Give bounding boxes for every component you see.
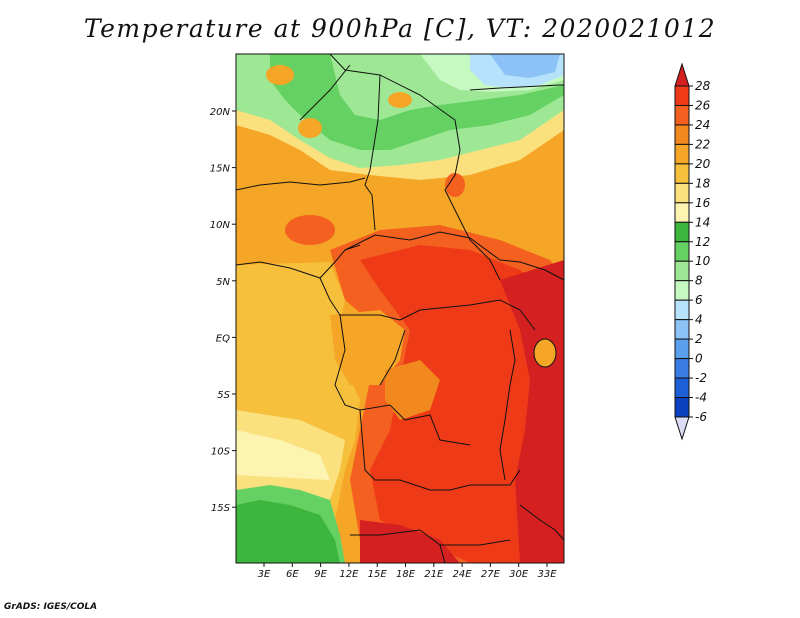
colorbar-label: 10 <box>695 254 711 268</box>
colorbar-label: 14 <box>695 215 710 229</box>
credit-text: GrADS: IGES/COLA <box>4 602 98 612</box>
colorbar-label: 28 <box>695 79 711 93</box>
colorbar-box <box>674 143 690 165</box>
lon-tick-label: 9E <box>314 569 327 580</box>
lat-tick-label: 10S <box>211 447 231 458</box>
colorbar-box <box>674 397 690 418</box>
lat-tick-label: 15N <box>210 164 231 175</box>
lat-tick-label: 5N <box>216 277 230 288</box>
colorbar-label: 0 <box>695 352 703 366</box>
lon-tick-label: 18E <box>396 569 416 580</box>
colorbar-box <box>674 377 690 399</box>
colorbar-box <box>674 202 690 223</box>
lon-tick-label: 15E <box>368 569 388 580</box>
colorbar-box <box>674 280 690 301</box>
colorbar-label: 16 <box>695 196 711 210</box>
lat-tick-label: 20N <box>210 107 231 118</box>
colorbar-box <box>674 221 690 243</box>
colorbar-box <box>674 241 690 262</box>
lon-tick-label: 3E <box>258 569 271 580</box>
latitude-axis: 20N 15N 10N 5N EQ 5S 10S 15S <box>210 107 236 514</box>
lon-tick-label: 12E <box>339 569 359 580</box>
colorbar-label: -6 <box>695 410 707 424</box>
lon-tick-label: 21E <box>424 569 444 580</box>
colorbar-box <box>674 104 690 126</box>
colorbar-label: 22 <box>695 137 710 151</box>
temperature-field <box>236 54 564 563</box>
map-frame <box>235 53 565 564</box>
lon-tick-label: 27E <box>481 569 501 580</box>
colorbar-label: -2 <box>695 371 707 385</box>
colorbar-box <box>674 85 690 106</box>
lon-tick-label: 33E <box>537 569 557 580</box>
colorbar-bottom-arrow <box>674 416 690 441</box>
colorbar-box <box>674 358 690 379</box>
colorbar-label: 24 <box>695 118 710 132</box>
colorbar-label: 12 <box>695 235 710 249</box>
colorbar-box <box>674 319 690 340</box>
lon-tick-label: 30E <box>509 569 529 580</box>
chart-title: Temperature at 900hPa [C], VT: 202002101… <box>83 14 717 43</box>
colorbar-box <box>674 124 690 145</box>
colorbar-label: 20 <box>695 157 711 171</box>
lat-tick-label: 5S <box>217 390 230 401</box>
colorbar-box <box>674 182 690 204</box>
colorbar-box <box>674 299 690 321</box>
colorbar-label: 6 <box>695 293 703 307</box>
lat-tick-label: EQ <box>216 333 230 344</box>
colorbar-label: 4 <box>695 313 703 327</box>
longitude-axis: 3E 6E 9E 12E 15E 18E 21E 24E 27E 30E 33E <box>258 563 557 580</box>
colorbar-box <box>674 163 690 184</box>
country-borders <box>236 54 564 563</box>
colorbar-box <box>674 260 690 282</box>
colorbar-box <box>674 338 690 360</box>
colorbar-label: 2 <box>695 332 703 346</box>
colorbar-top-arrow <box>674 62 690 87</box>
lon-tick-label: 24E <box>453 569 473 580</box>
lon-tick-label: 6E <box>286 569 299 580</box>
lat-tick-label: 10N <box>210 220 231 231</box>
colorbar-label: 18 <box>695 176 711 190</box>
colorbar-label: 26 <box>695 98 711 112</box>
colorbar-label: -4 <box>695 391 707 405</box>
lat-tick-label: 15S <box>211 503 231 514</box>
colorbar-label: 8 <box>695 274 703 288</box>
